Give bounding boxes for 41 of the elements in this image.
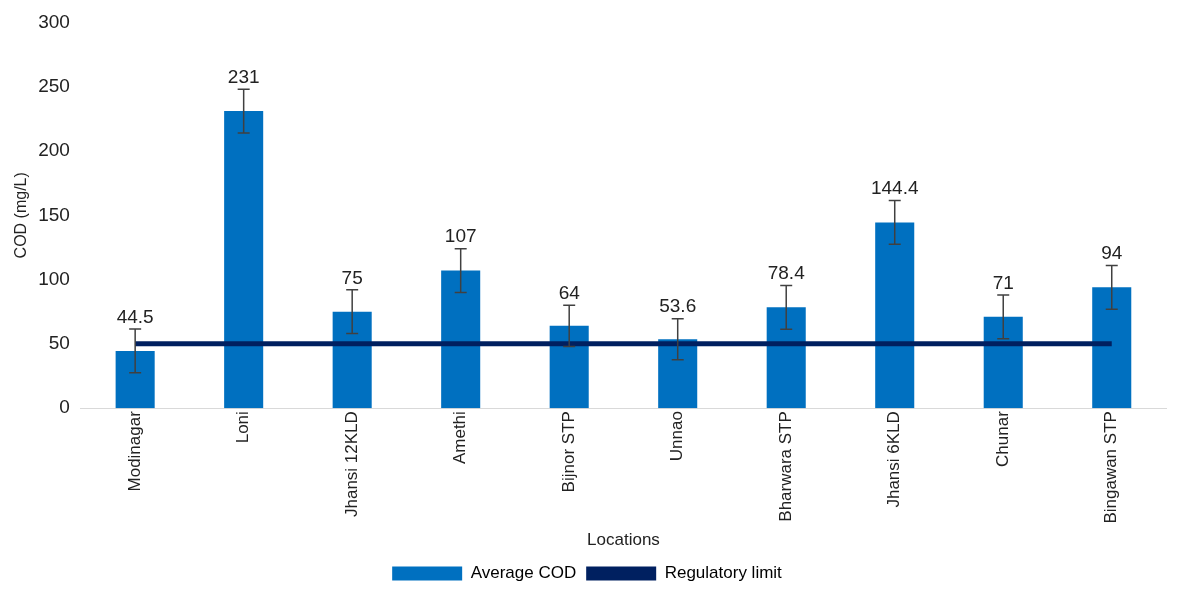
bar [441,270,481,409]
y-tick-label: 100 [38,267,70,289]
data-label: 107 [444,225,477,247]
data-label: 75 [341,266,363,288]
x-axis-title: Locations [587,530,660,550]
x-tick-label: Jhansi 12KLD [341,411,361,517]
x-tick-label: Chunar [992,410,1012,467]
y-tick-label: 50 [48,332,70,354]
x-tick-label: Bingawan STP [1101,411,1121,524]
x-tick-label: Jhansi 6KLD [884,411,904,508]
data-label: 53.6 [659,295,697,317]
data-label: 64 [558,282,581,304]
bar [658,339,698,409]
bar [549,325,589,409]
bar [875,222,915,409]
x-tick-label: Bharwara STP [775,411,795,522]
data-label: 144.4 [870,177,919,199]
data-label: 44.5 [116,305,154,327]
bar [115,350,155,409]
y-tick-label: 300 [38,10,70,32]
y-tick-label: 200 [38,139,70,161]
x-tick-label: Bijnor STP [558,411,578,493]
bar [983,316,1023,409]
x-tick-label: Unnao [667,411,687,462]
y-axis-title: COD (mg/L) [12,172,30,259]
x-tick-label: Loni [233,411,253,444]
data-label: 231 [227,66,260,87]
bar [1092,287,1132,409]
x-tick-label: Amethi [450,411,470,465]
y-tick-label: 150 [38,203,70,225]
data-label: 78.4 [767,262,806,284]
y-tick-label: 250 [38,74,70,96]
bar [332,311,372,409]
legend-label: Regulatory limit [664,563,783,583]
data-label: 71 [992,271,1014,293]
legend-label: Average COD [470,563,577,583]
y-tick-label: 0 [59,396,70,418]
bar [224,111,264,409]
data-label: 94 [1101,242,1123,264]
bar [766,307,806,409]
x-tick-label: Modinagar [124,410,144,492]
